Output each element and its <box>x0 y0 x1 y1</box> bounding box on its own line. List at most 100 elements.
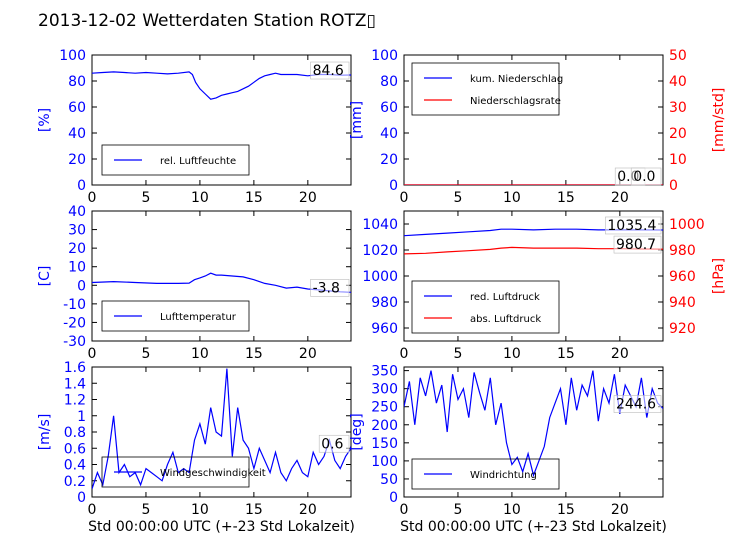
y2-tick-label: 1000 <box>669 217 705 233</box>
y-tick-label: 50 <box>380 472 398 488</box>
x-tick-label: 20 <box>299 502 317 518</box>
legend-label: Lufttemperatur <box>160 312 237 323</box>
y-axis-label: [m/s] <box>37 414 53 451</box>
value-annotation-box <box>605 216 662 235</box>
y2-axis-label: [hPa] <box>711 258 727 294</box>
x-tick-label: 15 <box>245 502 263 518</box>
legend-label: Niederschlagsrate <box>470 96 561 107</box>
y-tick-label: 200 <box>371 418 398 434</box>
y2-tick-label: 10 <box>669 152 687 168</box>
y-axis-label: [C] <box>37 266 53 287</box>
figure-title: 2013-12-02 Wetterdaten Station ROTZ▯ <box>38 11 376 31</box>
y-tick-label: 250 <box>371 400 398 416</box>
legend-box <box>411 280 560 334</box>
plot-frame <box>403 366 664 498</box>
y-tick-label: 1020 <box>362 243 398 259</box>
y-tick-label: 0.4 <box>64 458 86 474</box>
x-tick-label: 20 <box>611 346 629 362</box>
y2-tick-label: 920 <box>669 321 696 337</box>
y-tick-label: 100 <box>371 48 398 64</box>
y-tick-label: 350 <box>371 364 398 380</box>
x-tick-label: 5 <box>141 346 150 362</box>
y-tick-label: 150 <box>371 436 398 452</box>
y-tick-label: 20 <box>68 241 86 257</box>
legend-label: Windrichtung <box>470 470 537 481</box>
x-tick-label: 0 <box>400 502 409 518</box>
y2-axis-label: [mm/std] <box>711 88 727 153</box>
x-tick-label: 0 <box>400 190 409 206</box>
x-tick-label: 5 <box>141 190 150 206</box>
y2-tick-label: 940 <box>669 295 696 311</box>
y-tick-label: 960 <box>371 321 398 337</box>
x-tick-label: 5 <box>141 502 150 518</box>
y-tick-label: 0 <box>77 278 86 294</box>
x-tick-label: 15 <box>557 346 575 362</box>
plot-frame <box>91 210 352 342</box>
chart-panel-3: 0 5 10 15 20 -30 -20 -10 0 10 20 30 40 [C] Lufttempera… <box>37 204 352 362</box>
y-tick-label: 10 <box>68 260 86 276</box>
value-annotation-box <box>613 235 662 254</box>
y2-tick-label: 0 <box>669 178 678 194</box>
legend-box <box>101 300 250 332</box>
x-tick-label: 15 <box>245 190 263 206</box>
value-annotation: 1035.4 <box>607 218 656 234</box>
y-tick-label: 0.8 <box>64 425 86 441</box>
y-tick-label: 40 <box>68 126 86 142</box>
y-tick-label: 60 <box>380 100 398 116</box>
value-annotation-box <box>613 395 662 413</box>
value-annotation: 980.7 <box>616 237 656 253</box>
x-tick-label: 0 <box>88 346 97 362</box>
y2-tick-label: 40 <box>669 74 687 90</box>
x-tick-label: 10 <box>191 346 209 362</box>
x-tick-label: 20 <box>299 190 317 206</box>
legend-box <box>411 62 560 116</box>
y-tick-label: 100 <box>371 454 398 470</box>
value-annotation-box <box>318 434 350 453</box>
x-tick-label: 15 <box>557 502 575 518</box>
x-tick-label: 20 <box>611 190 629 206</box>
y-tick-label: 0 <box>389 490 398 506</box>
legend-box <box>101 456 250 488</box>
y-tick-label: 980 <box>371 295 398 311</box>
y-axis-label: [deg] <box>349 413 365 450</box>
y-tick-label: 100 <box>59 48 86 64</box>
y-tick-label: 1 <box>77 409 86 425</box>
x-tick-label: 0 <box>400 346 409 362</box>
y2-tick-label: 960 <box>669 269 696 285</box>
y-tick-label: 1040 <box>362 217 398 233</box>
x-tick-label: 10 <box>191 190 209 206</box>
value-annotation: 244.6 <box>616 397 656 413</box>
series-line-1 <box>92 272 351 293</box>
y-tick-label: 80 <box>380 74 398 90</box>
x-tick-label: 0 <box>88 502 97 518</box>
y-tick-label: 40 <box>380 126 398 142</box>
y-tick-label: 1.6 <box>64 360 86 376</box>
value-annotation: 0.0 <box>633 169 655 185</box>
legend-label: abs. Luftdruck <box>470 314 541 325</box>
value-annotation: 84.6 <box>313 63 344 79</box>
y-tick-label: 0.6 <box>64 441 86 457</box>
x-tick-label: 15 <box>245 346 263 362</box>
x-tick-label: 10 <box>503 346 521 362</box>
legend-label: rel. Luftfeuchte <box>160 156 236 167</box>
y-tick-label: -30 <box>63 334 86 350</box>
x-axis-label: Std 00:00:00 UTC (+-23 Std Lokalzeit) <box>88 519 355 535</box>
y-tick-label: 80 <box>68 74 86 90</box>
value-annotation-box <box>310 279 350 297</box>
legend-label: Windgeschwindigkeit <box>160 468 266 479</box>
y-tick-label: 0 <box>77 490 86 506</box>
value-annotation-box <box>310 61 350 80</box>
y2-tick-label: 50 <box>669 48 687 64</box>
y-tick-label: 0 <box>389 178 398 194</box>
plot-frame <box>91 54 352 186</box>
y-tick-label: 40 <box>68 204 86 220</box>
chart-panel-4: 0 5 10 15 20 960 980 1000 1020 1040 920 940 960 980 10… <box>362 210 727 362</box>
series-line-1 <box>92 71 351 100</box>
chart-panel-1: 0 5 10 15 20 0 20 40 60 80 100 [%] rel. Luftfeuchte 8… <box>37 48 352 206</box>
legend-label: red. Luftdruck <box>470 292 540 303</box>
y2-tick-label: 30 <box>669 100 687 116</box>
series-line-1 <box>404 370 663 478</box>
chart-panel-2: 0 5 10 15 20 0 20 40 60 80 100 0 10 20 30 40 50 [mm] [mm/s… <box>349 48 727 206</box>
